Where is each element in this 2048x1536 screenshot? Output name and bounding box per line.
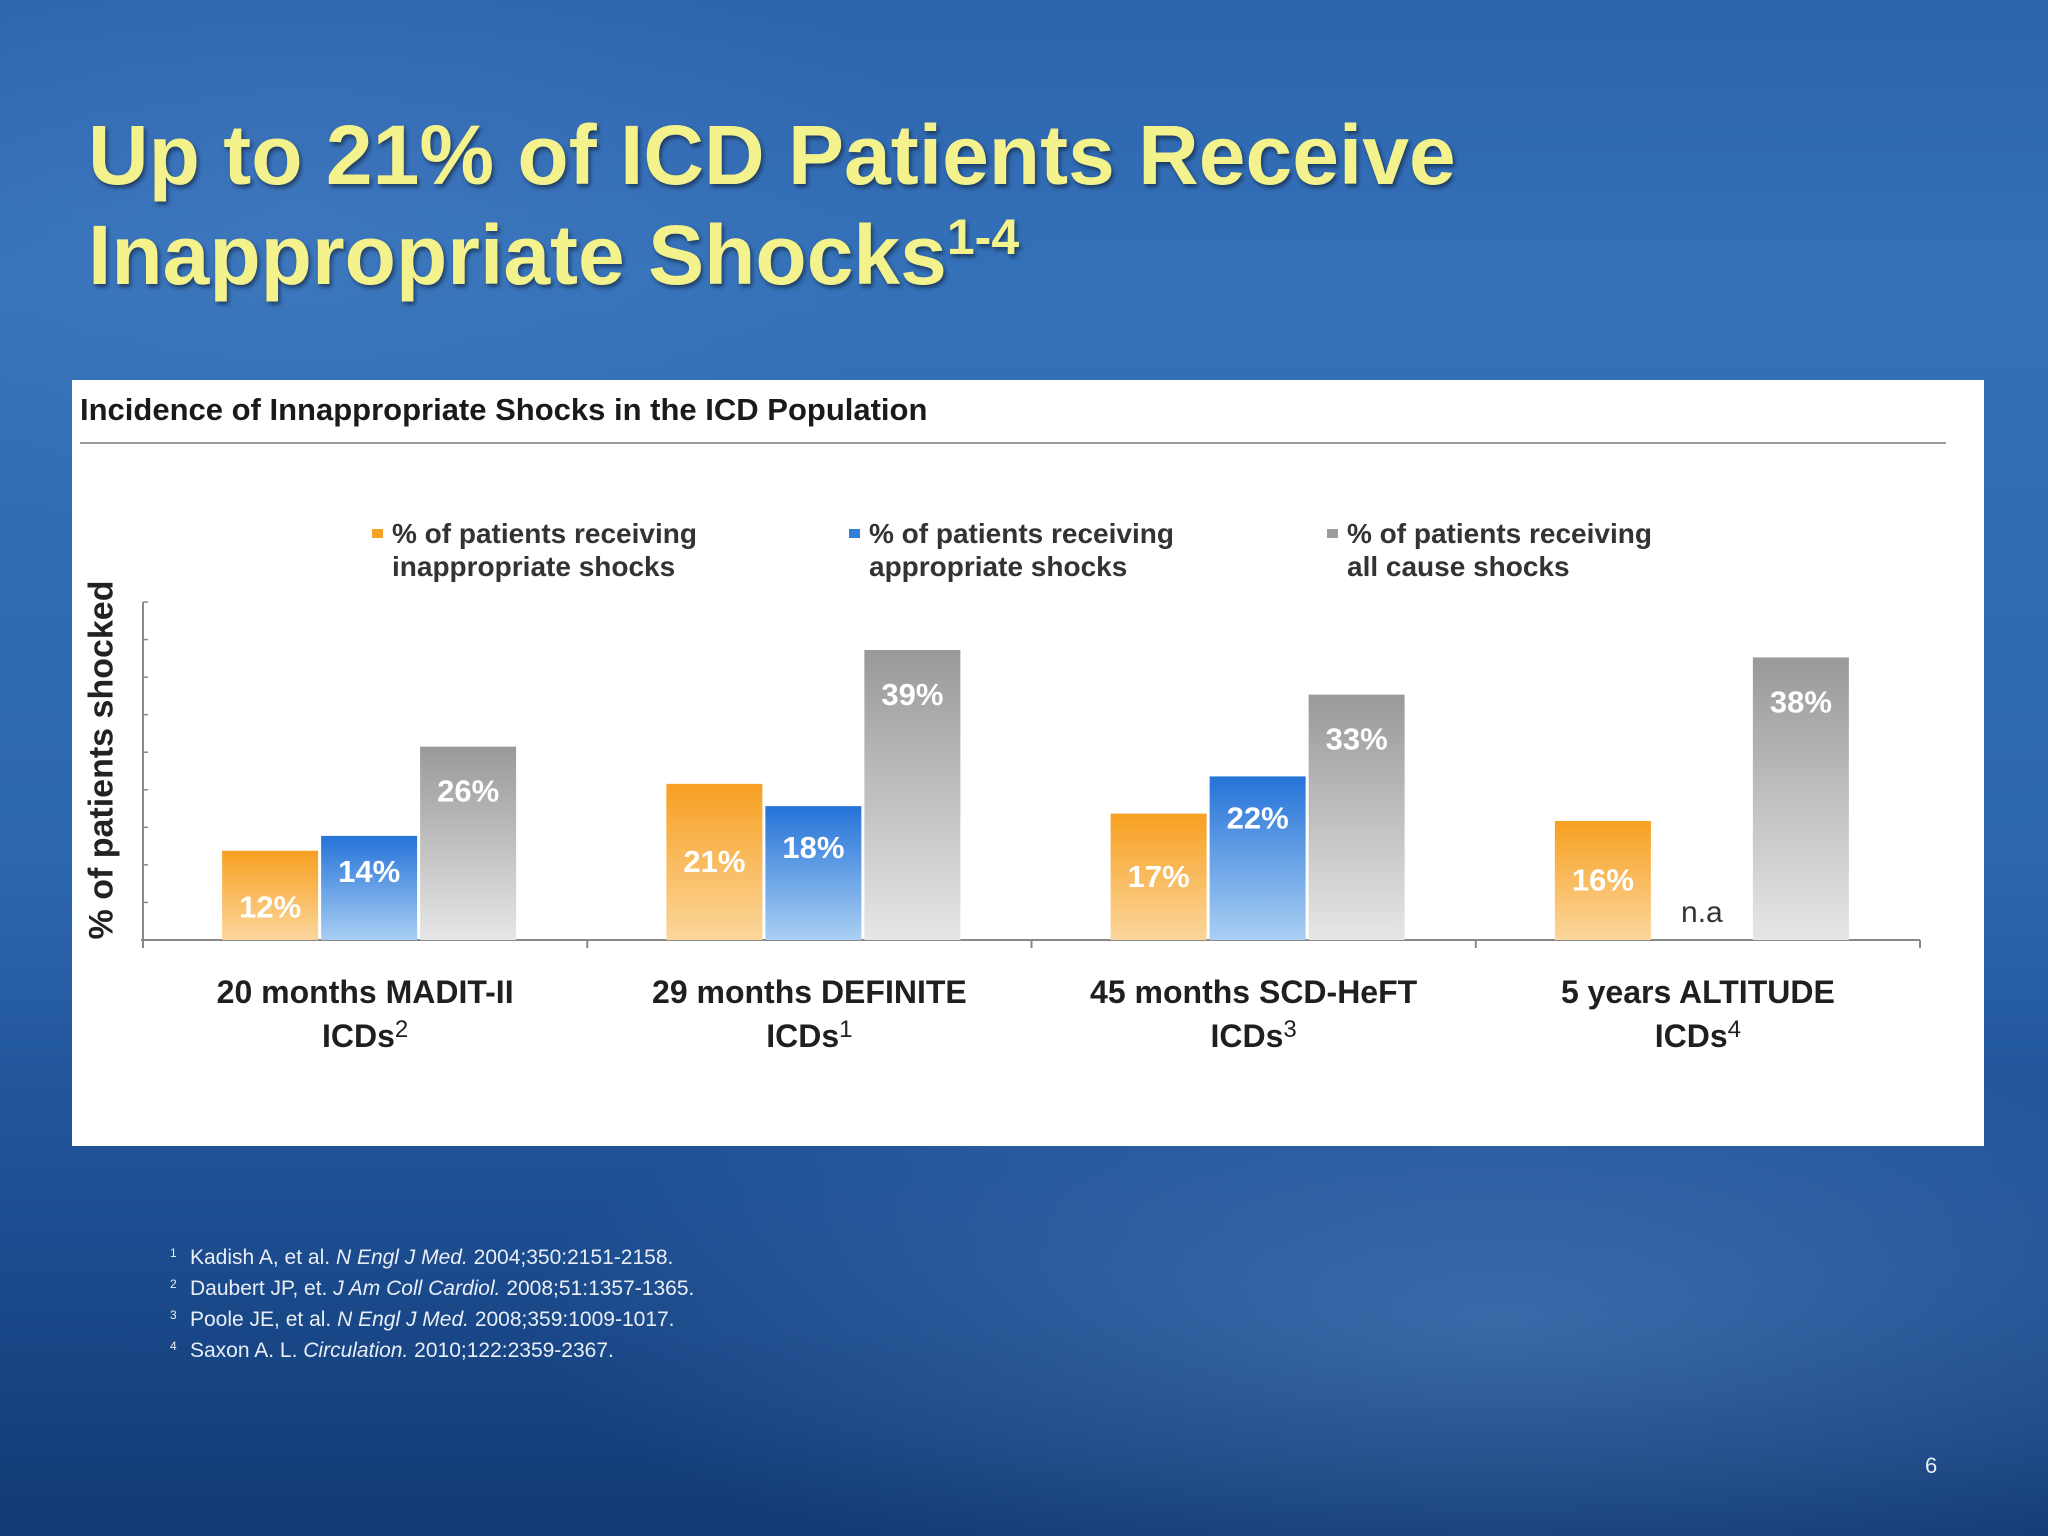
citation-journal: N Engl J Med. [337, 1308, 469, 1331]
citations: 1 Kadish A, et al. N Engl J Med. 2004;350… [170, 1242, 694, 1366]
bar-inappropriate [1110, 813, 1207, 940]
chart-panel: Incidence of Innappropriate Shocks in th… [72, 380, 1984, 1146]
citation-4: 4 Saxon A. L. Circulation. 2010;122:2359-… [170, 1335, 694, 1366]
bar-appropriate [1209, 776, 1306, 940]
x-tick-label-ref: 1 [839, 1016, 852, 1043]
slide-title: Up to 21% of ICD Patients Receive Inappr… [88, 105, 1788, 305]
data-label-all_cause: 33% [1326, 722, 1388, 757]
data-label-inappropriate: 16% [1572, 863, 1634, 898]
title-line-2-text: Inappropriate Shocks [88, 208, 947, 302]
bar-appropriate [321, 835, 418, 940]
legend-item-appropriate: % of patients receiving appropriate shoc… [849, 517, 1174, 583]
citation-authors: Kadish A, et al. [190, 1246, 331, 1269]
legend-label-all-cause-line2: all cause shocks [1347, 551, 1570, 582]
x-tick-label-text: ICDs [322, 1018, 395, 1054]
data-label-all_cause: 38% [1770, 684, 1832, 719]
data-label-appropriate: 22% [1227, 800, 1289, 835]
bar-all_cause [1308, 694, 1405, 940]
x-tick-label-line1: 29 months DEFINITE [652, 974, 967, 1010]
x-tick-label-text: ICDs [1210, 1018, 1283, 1054]
citation-details: 2004;350:2151-2158. [473, 1246, 674, 1269]
legend-label-inappropriate-line1: % of patients receiving [392, 518, 697, 549]
citation-number: 3 [170, 1308, 177, 1322]
citation-authors: Saxon A. L. [190, 1339, 298, 1362]
citation-2: 2 Daubert JP, et. J Am Coll Cardiol. 2008… [170, 1273, 694, 1304]
citation-details: 2008;51:1357-1365. [506, 1277, 695, 1300]
citation-1: 1 Kadish A, et al. N Engl J Med. 2004;350… [170, 1242, 694, 1273]
x-tick-label-ref: 2 [395, 1016, 408, 1043]
title-superscript: 1-4 [946, 209, 1020, 265]
bar-appropriate [765, 806, 862, 940]
citation-authors: Daubert JP, et. [190, 1277, 328, 1300]
citation-authors: Poole JE, et al. [190, 1308, 332, 1331]
data-label-na: n.a [1681, 896, 1723, 929]
data-label-inappropriate: 21% [683, 844, 745, 879]
bar-inappropriate [666, 783, 763, 940]
x-tick-label-ref: 3 [1283, 1016, 1296, 1043]
legend-label-appropriate-line1: % of patients receiving [869, 518, 1174, 549]
data-label-inappropriate: 12% [239, 889, 301, 924]
citation-details: 2008;359:1009-1017. [474, 1308, 675, 1331]
data-label-inappropriate: 17% [1128, 859, 1190, 894]
citation-journal: N Engl J Med. [335, 1246, 468, 1269]
slide-number: 6 [1925, 1453, 1938, 1478]
x-tick-label-line1: 5 years ALTITUDE [1561, 974, 1835, 1010]
legend-item-all-cause: % of patients receiving all cause shocks [1327, 517, 1652, 583]
legend-swatch-inappropriate [372, 529, 383, 538]
x-tick-label-text: ICDs [1655, 1018, 1728, 1054]
chart-title-divider [80, 442, 1946, 444]
legend-label-all-cause-line1: % of patients receiving [1347, 518, 1652, 549]
x-tick-label-line2: ICDs3 [1210, 1016, 1296, 1054]
x-tick-label-ref: 4 [1728, 1016, 1741, 1043]
citation-details: 2010;122:2359-2367. [414, 1339, 614, 1362]
bar-inappropriate [1554, 821, 1651, 940]
bar-all_cause [864, 650, 961, 940]
citation-number: 1 [170, 1246, 177, 1260]
bar-inappropriate [222, 850, 319, 940]
legend-swatch-appropriate [849, 529, 860, 538]
bar-all_cause [420, 746, 517, 940]
citation-journal: Circulation. [303, 1339, 409, 1362]
chart-title: Incidence of Innappropriate Shocks in th… [80, 392, 928, 427]
legend-item-inappropriate: % of patients receiving inappropriate sh… [372, 517, 697, 583]
x-tick-label-line2: ICDs4 [1655, 1016, 1741, 1054]
x-tick-label-line1: 45 months SCD-HeFT [1090, 974, 1418, 1010]
title-line-1: Up to 21% of ICD Patients Receive [88, 108, 1456, 202]
bar-all_cause [1752, 657, 1849, 940]
data-label-all_cause: 39% [881, 677, 943, 712]
data-label-all_cause: 26% [437, 774, 499, 809]
x-tick-label-line2: ICDs1 [766, 1016, 852, 1054]
x-tick-label-text: ICDs [766, 1018, 839, 1054]
citation-number: 2 [170, 1277, 177, 1291]
data-label-appropriate: 18% [782, 830, 844, 865]
x-tick-label-line2: ICDs2 [322, 1016, 408, 1054]
citation-journal: J Am Coll Cardiol. [333, 1277, 501, 1300]
legend-label-inappropriate-line2: inappropriate shocks [392, 551, 676, 582]
legend-swatch-all-cause [1327, 529, 1338, 538]
legend-label-appropriate-line2: appropriate shocks [869, 551, 1128, 582]
data-label-appropriate: 14% [338, 854, 400, 889]
citation-number: 4 [170, 1339, 177, 1353]
title-line-2: Inappropriate Shocks1-4 [88, 205, 1788, 305]
x-tick-label-line1: 20 months MADIT-II [217, 974, 514, 1010]
citation-3: 3 Poole JE, et al. N Engl J Med. 2008;359… [170, 1304, 694, 1335]
